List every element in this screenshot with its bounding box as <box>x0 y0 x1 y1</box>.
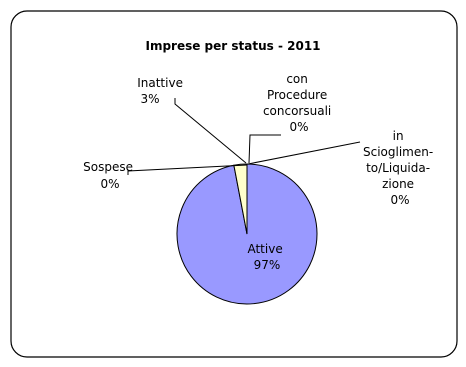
leader-line-scioglimento <box>247 141 361 165</box>
label-sospese-percent: 0% <box>100 177 119 191</box>
leader-line-sospese <box>127 164 248 175</box>
label-procedure: con Procedure concorsuali 0% <box>263 72 335 134</box>
label-scioglimento: in Scioglimen- to/Liquida- zione 0% <box>363 129 437 207</box>
label-sospese-name: Sospese <box>83 160 133 174</box>
label-scioglimento-line-1: in <box>393 129 404 143</box>
label-attive: Attive 97% <box>247 242 286 272</box>
label-inattive: Inattive 3% <box>137 76 187 106</box>
label-inattive-percent: 3% <box>140 92 159 106</box>
leader-lines <box>127 98 361 175</box>
label-attive-percent: 97% <box>254 258 281 272</box>
label-procedure-line-3: concorsuali <box>263 104 331 118</box>
leader-line-procedure <box>248 134 281 164</box>
pie-slices <box>176 163 318 305</box>
label-attive-name: Attive <box>247 242 282 256</box>
label-sospese: Sospese 0% <box>83 160 137 191</box>
label-procedure-line-1: con <box>286 72 308 86</box>
label-procedure-percent: 0% <box>289 120 308 134</box>
label-scioglimento-line-4: zione <box>382 177 414 191</box>
pie-chart: Imprese per status - 2011 Inattive 3% So… <box>10 10 458 358</box>
label-scioglimento-line-2: Scioglimen- <box>363 145 433 159</box>
label-inattive-name: Inattive <box>137 76 183 90</box>
chart-title: Imprese per status - 2011 <box>145 39 320 53</box>
leader-line-inattive <box>174 98 247 164</box>
label-procedure-line-2: Procedure <box>267 88 327 102</box>
label-scioglimento-percent: 0% <box>390 193 409 207</box>
label-scioglimento-line-3: to/Liquida- <box>366 161 430 175</box>
